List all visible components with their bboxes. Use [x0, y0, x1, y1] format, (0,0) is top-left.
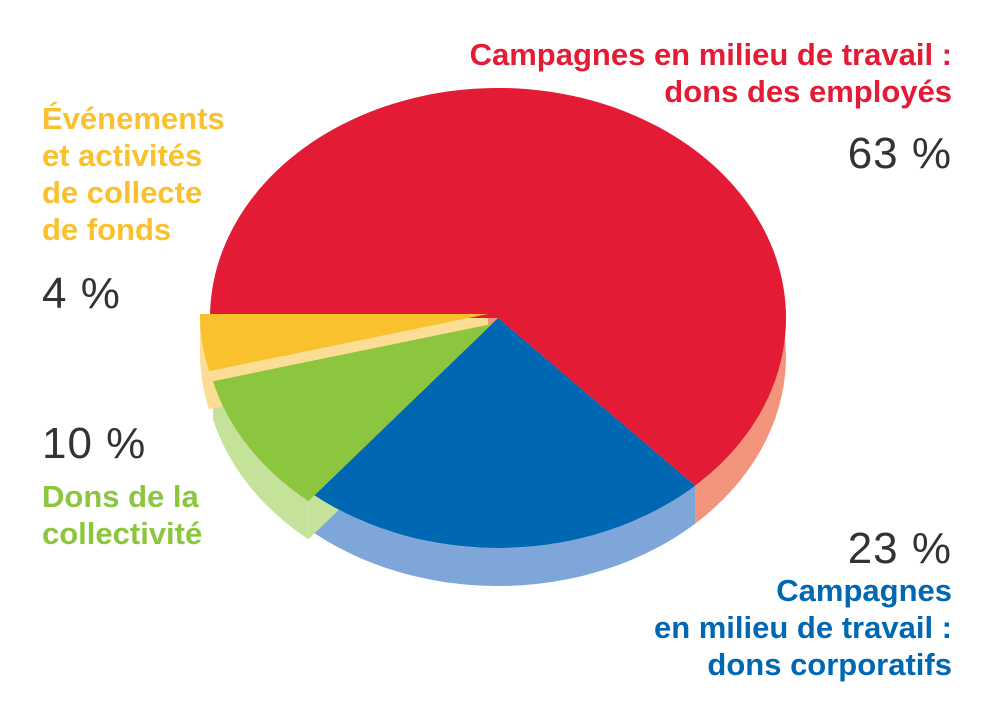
slice-label-community: Dons de la collectivité — [42, 478, 202, 552]
slice-label-line: de collecte — [42, 175, 203, 210]
pie-tops — [199, 88, 787, 548]
slice-value-corporate: 23 % — [847, 524, 952, 573]
pie-side-corporate — [314, 485, 696, 586]
slice-label-line: Dons de la — [42, 479, 199, 514]
slice-label-line: dons corporatifs — [707, 647, 952, 682]
slice-value-events: 4 % — [42, 269, 121, 318]
slice-label-corporate: Campagnes en milieu de travail : dons co… — [654, 572, 952, 683]
pie-slice-employee — [210, 88, 787, 486]
slice-label-events: Événements et activités de collecte de f… — [42, 100, 225, 248]
slice-label-line: et activités — [42, 138, 203, 173]
pie-side-community — [213, 381, 309, 540]
pie-side-employee — [210, 88, 786, 524]
slice-value-employee: 63 % — [847, 129, 952, 178]
pie-slice-events — [199, 314, 488, 372]
slice-label-line: de fonds — [42, 212, 172, 247]
pie-side-events — [200, 314, 209, 410]
slice-label-line: dons des employés — [664, 74, 952, 109]
pie-slice-community — [213, 324, 492, 502]
slice-label-line: Campagnes — [776, 573, 952, 608]
slice-label-line: en milieu de travail : — [653, 610, 952, 645]
slice-label-line: Événements — [42, 101, 225, 136]
pie-slice-corporate — [314, 318, 696, 548]
slice-value-community: 10 % — [42, 419, 147, 468]
slice-label-line: collectivité — [42, 516, 203, 551]
slice-label-employee: Campagnes en milieu de travail : dons de… — [470, 36, 952, 110]
slice-label-line: Campagnes en milieu de travail : — [469, 37, 952, 72]
